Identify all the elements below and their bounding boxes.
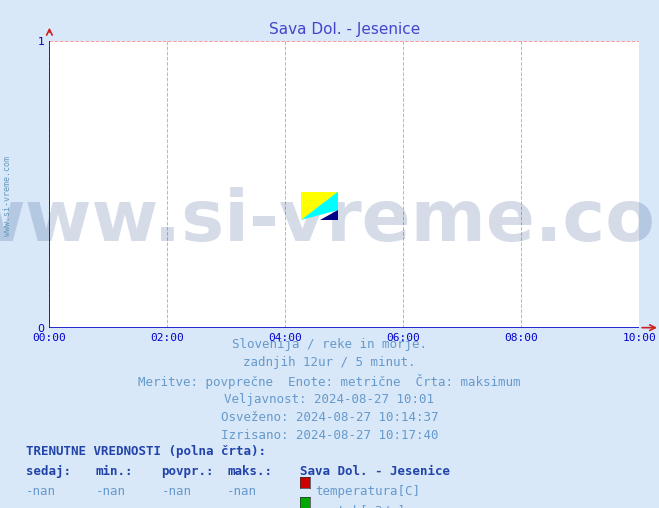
Text: www.si-vreme.com: www.si-vreme.com xyxy=(0,187,659,256)
Text: Izrisano: 2024-08-27 10:17:40: Izrisano: 2024-08-27 10:17:40 xyxy=(221,429,438,442)
Text: -nan: -nan xyxy=(161,505,192,508)
Text: temperatura[C]: temperatura[C] xyxy=(316,485,420,498)
Polygon shape xyxy=(320,210,338,220)
Text: sedaj:: sedaj: xyxy=(26,465,71,478)
Polygon shape xyxy=(301,192,338,220)
Text: pretok[m3/s]: pretok[m3/s] xyxy=(316,505,406,508)
Text: -nan: -nan xyxy=(161,485,192,498)
Text: -nan: -nan xyxy=(227,485,258,498)
Text: TRENUTNE VREDNOSTI (polna črta):: TRENUTNE VREDNOSTI (polna črta): xyxy=(26,444,266,458)
Text: -nan: -nan xyxy=(227,505,258,508)
Text: -nan: -nan xyxy=(26,505,57,508)
Text: Veljavnost: 2024-08-27 10:01: Veljavnost: 2024-08-27 10:01 xyxy=(225,393,434,406)
Text: -nan: -nan xyxy=(26,485,57,498)
Text: Osveženo: 2024-08-27 10:14:37: Osveženo: 2024-08-27 10:14:37 xyxy=(221,411,438,424)
Polygon shape xyxy=(301,192,338,220)
Text: www.si-vreme.com: www.si-vreme.com xyxy=(3,155,13,236)
Text: min.:: min.: xyxy=(96,465,133,478)
Title: Sava Dol. - Jesenice: Sava Dol. - Jesenice xyxy=(269,22,420,37)
Text: Meritve: povprečne  Enote: metrične  Črta: maksimum: Meritve: povprečne Enote: metrične Črta:… xyxy=(138,374,521,390)
Text: -nan: -nan xyxy=(96,485,126,498)
Text: Sava Dol. - Jesenice: Sava Dol. - Jesenice xyxy=(300,465,450,478)
Text: maks.:: maks.: xyxy=(227,465,272,478)
Text: -nan: -nan xyxy=(96,505,126,508)
Text: Slovenija / reke in morje.: Slovenija / reke in morje. xyxy=(232,338,427,351)
Text: zadnjih 12ur / 5 minut.: zadnjih 12ur / 5 minut. xyxy=(243,356,416,369)
Text: povpr.:: povpr.: xyxy=(161,465,214,478)
